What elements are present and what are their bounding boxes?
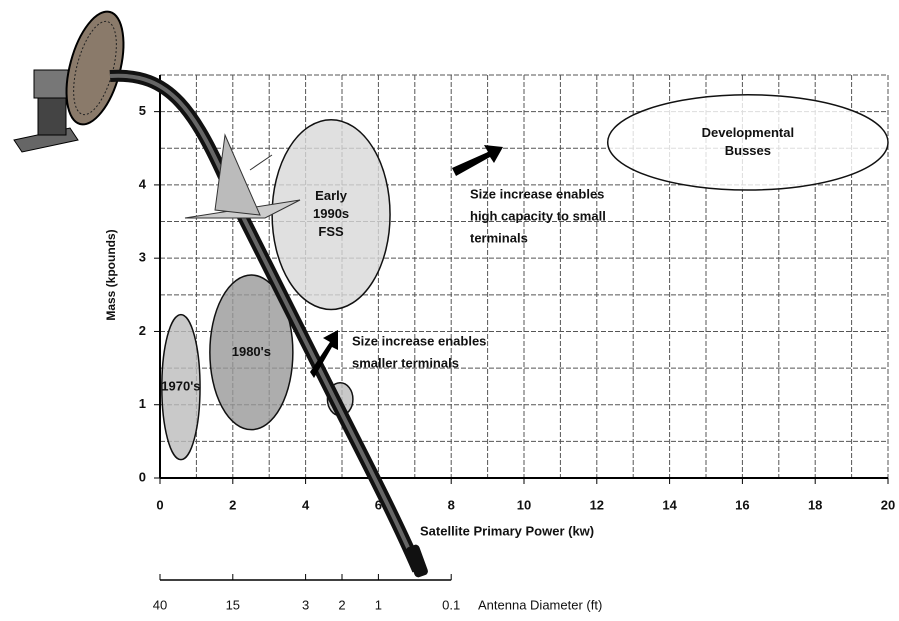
y-tick-label: 2 [139,323,146,338]
annotation: smaller terminals [352,355,459,370]
region-label: 1990s [313,206,349,221]
x-tick-label: 10 [517,497,531,512]
x-tick-label: 18 [808,497,822,512]
x-tick-label: 4 [302,497,310,512]
annotation: Size increase enables [352,333,486,348]
region-label: Early [315,188,348,203]
annotation: terminals [470,230,528,245]
x-axis-label: Satellite Primary Power (kw) [420,523,594,538]
annotation: high capacity to small [470,208,606,223]
x-tick-label: 2 [229,497,236,512]
region-label: 1980's [232,344,271,359]
region-label: Busses [725,143,771,158]
y-tick-label: 0 [139,469,146,484]
x-tick-label: 14 [662,497,677,512]
antenna-tick-label: 15 [226,597,240,612]
region-label: Developmental [702,125,794,140]
x-tick-label: 20 [881,497,895,512]
x-tick-label: 16 [735,497,749,512]
antenna-tick-label: 2 [338,597,345,612]
x-tick-label: 8 [448,497,455,512]
arrow [452,145,503,176]
x-tick-label: 12 [590,497,604,512]
antenna-tick-label: 1 [375,597,382,612]
region-label: 1970's [161,379,200,394]
y-tick-label: 5 [139,103,146,118]
y-tick-label: 4 [139,176,147,191]
antenna-tick-label: 40 [153,597,167,612]
antenna-tick-label: 0.1 [442,597,460,612]
antenna-axis-label: Antenna Diameter (ft) [478,597,602,612]
y-axis-label: Mass (kpounds) [104,229,118,320]
annotation: Size increase enables [470,186,604,201]
x-tick-label: 0 [156,497,163,512]
chart: 02468101214161820012345Satellite Primary… [0,0,899,621]
y-tick-label: 1 [139,396,146,411]
antenna-tick-label: 3 [302,597,309,612]
region-label: FSS [318,224,344,239]
y-tick-label: 3 [139,250,146,265]
